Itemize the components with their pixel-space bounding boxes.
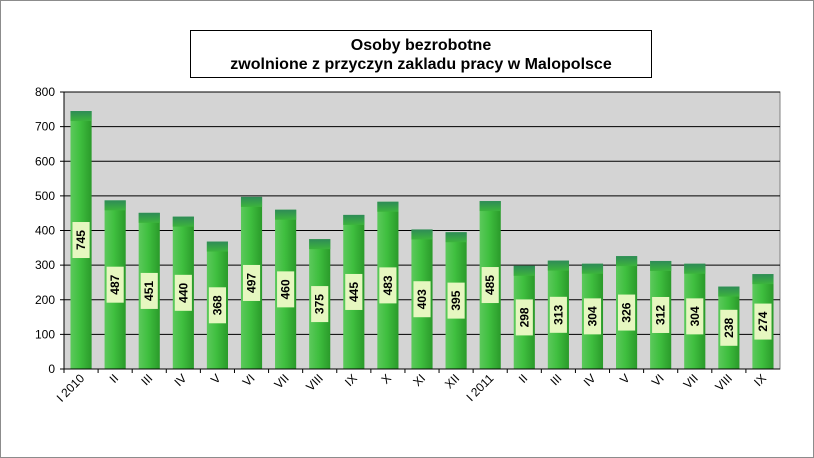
data-label-box — [447, 282, 465, 319]
bar-top-cap — [479, 201, 501, 212]
chart-title: Osoby bezrobotne zwolnione z przyczyn za… — [190, 30, 652, 78]
bar-top-cap — [650, 260, 672, 271]
data-label: 368 — [210, 295, 224, 315]
data-label: 326 — [620, 302, 634, 322]
bar-top-cap — [343, 214, 365, 225]
data-label-box — [106, 266, 124, 303]
data-label-box — [720, 309, 738, 346]
data-label: 487 — [108, 274, 122, 294]
data-label-box — [345, 273, 363, 310]
x-tick-label: VII — [271, 371, 291, 391]
bar-top-cap — [581, 263, 604, 274]
y-tick-label: 700 — [35, 120, 55, 134]
data-label: 483 — [381, 275, 395, 295]
x-tick-label: IV — [172, 371, 190, 389]
y-tick-label: 0 — [48, 362, 55, 376]
data-label: 460 — [279, 279, 293, 299]
data-label-box — [549, 296, 567, 333]
chart-title-line2: zwolnione z przyczyn zakladu pracy w Mal… — [230, 56, 612, 73]
x-tick-label: VI — [649, 371, 667, 389]
data-label-box — [242, 264, 261, 301]
x-tick-label: VI — [240, 371, 258, 389]
data-label: 304 — [688, 306, 702, 326]
data-label-box — [652, 296, 670, 333]
data-label: 745 — [74, 230, 88, 250]
data-label: 451 — [142, 281, 156, 301]
bar-top-cap — [616, 256, 638, 267]
data-label-box — [583, 298, 602, 335]
chart-title-line1: Osoby bezrobotne — [350, 37, 492, 54]
y-tick-label: 300 — [35, 258, 55, 272]
data-label-box — [413, 281, 431, 318]
x-tick-label: I 2010 — [54, 371, 88, 405]
x-tick-label: IV — [581, 371, 599, 389]
data-label: 395 — [449, 290, 463, 310]
bar-top-cap — [684, 263, 706, 274]
bar-top-cap — [752, 274, 774, 285]
bar-top-cap — [206, 241, 228, 252]
x-tick-label: IX — [751, 371, 769, 389]
data-label: 497 — [245, 273, 259, 293]
y-tick-label: 200 — [35, 293, 55, 307]
x-tick-label: IX — [342, 371, 360, 389]
data-label-box — [618, 294, 636, 331]
y-tick-label: 100 — [35, 327, 55, 341]
bar-top-cap — [104, 200, 126, 211]
data-label: 313 — [551, 304, 565, 324]
x-tick-label: V — [617, 371, 633, 387]
data-label-box — [754, 303, 772, 340]
data-label: 238 — [722, 317, 736, 337]
data-label: 440 — [176, 282, 190, 302]
data-label: 304 — [585, 306, 599, 326]
bar-top-cap — [240, 196, 263, 207]
x-tick-label: II — [516, 371, 531, 386]
data-label: 375 — [313, 294, 327, 314]
data-label-box — [140, 272, 158, 309]
bar-top-cap — [172, 216, 194, 227]
data-label-box — [277, 271, 295, 308]
x-tick-label: X — [378, 371, 394, 387]
bar-top-cap — [275, 209, 297, 220]
x-tick-label: VII — [681, 371, 701, 391]
bar-top-cap — [411, 229, 433, 240]
bar-top-cap — [445, 232, 467, 243]
data-label-box — [515, 299, 533, 336]
data-label-box — [72, 222, 90, 259]
x-tick-label: I 2011 — [463, 371, 496, 404]
bar-top-cap — [309, 239, 331, 250]
x-tick-label: III — [138, 371, 155, 388]
x-tick-label: XII — [442, 371, 462, 391]
bar-top-cap — [513, 265, 535, 276]
data-label-box — [686, 298, 704, 335]
y-tick-label: 400 — [35, 224, 55, 238]
x-tick-label: III — [548, 371, 565, 388]
data-label-box — [311, 286, 329, 323]
data-label-box — [481, 267, 499, 304]
data-label-box — [208, 287, 226, 324]
y-tick-label: 500 — [35, 189, 55, 203]
bar-top-cap — [718, 286, 740, 297]
x-tick-label: VIII — [712, 371, 735, 394]
data-label: 298 — [517, 307, 531, 327]
bar-top-cap — [377, 201, 399, 212]
bar-top-cap — [547, 260, 569, 271]
bar-top-cap — [138, 212, 160, 223]
data-label: 485 — [483, 275, 497, 295]
x-tick-label: VIII — [303, 371, 326, 394]
data-label-box — [379, 267, 397, 304]
y-tick-label: 600 — [35, 154, 55, 168]
data-label: 274 — [756, 311, 770, 331]
data-label-box — [174, 274, 192, 311]
data-label: 312 — [654, 305, 668, 325]
x-tick-label: XI — [410, 371, 428, 389]
x-tick-label: V — [208, 371, 224, 387]
data-label: 403 — [415, 289, 429, 309]
y-tick-label: 800 — [35, 85, 55, 99]
x-tick-label: II — [107, 371, 122, 386]
bar-top-cap — [70, 111, 92, 122]
data-label: 445 — [347, 282, 361, 302]
